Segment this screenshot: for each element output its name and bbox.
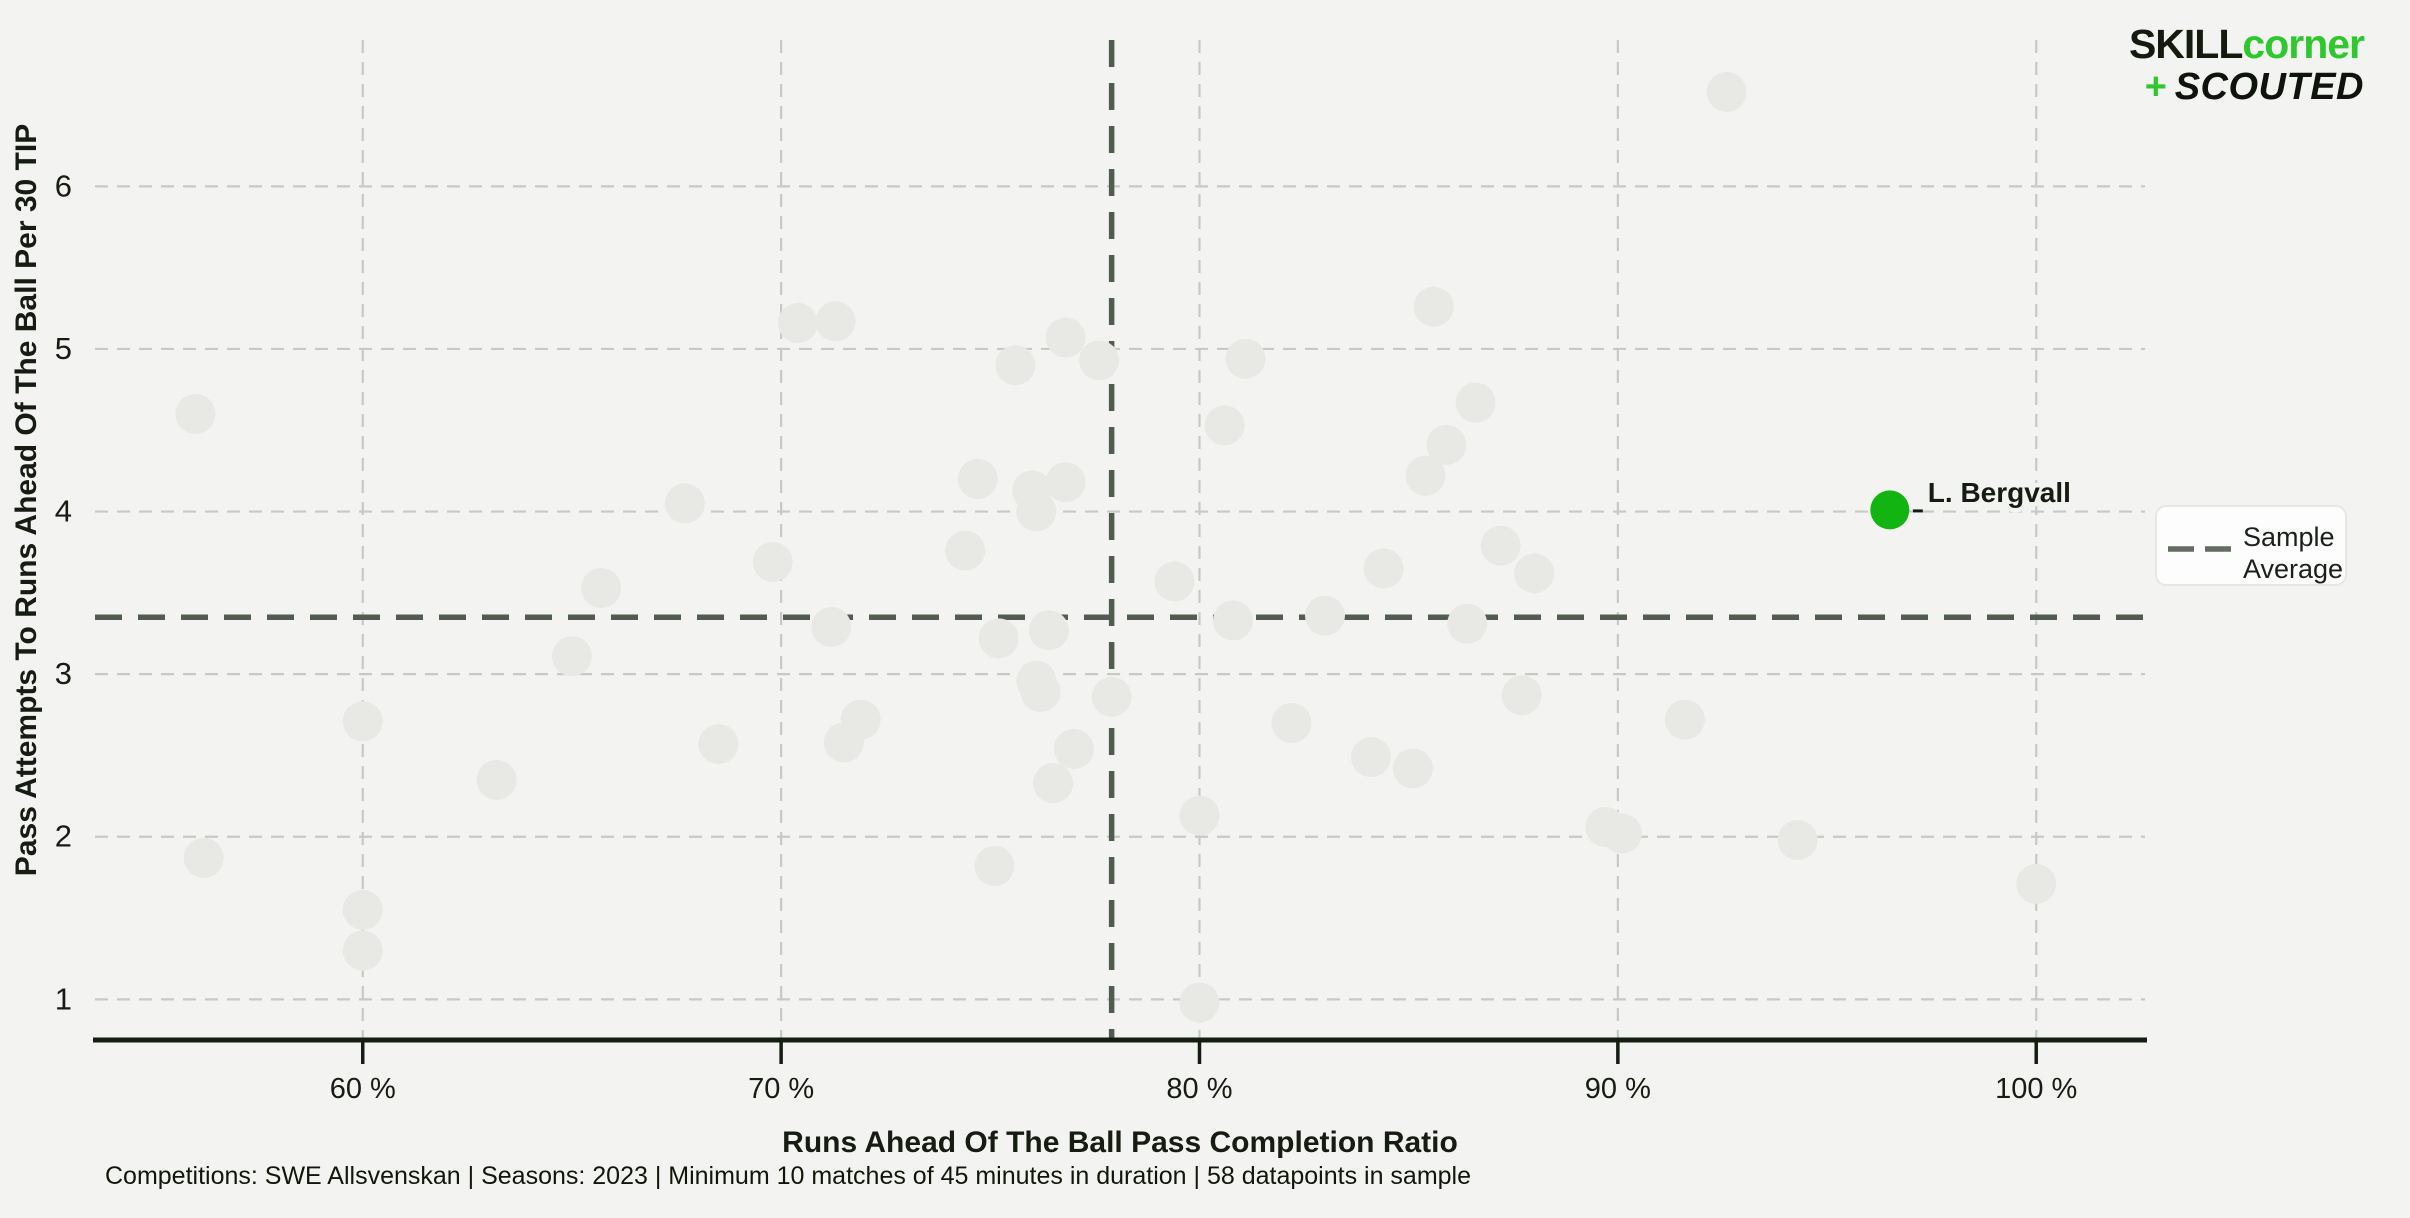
data-point (957, 459, 998, 500)
logo-skill-text: SKILL (2128, 21, 2243, 67)
data-point (1392, 748, 1433, 789)
skillcorner-scouted-logo: SKILLcorner + SCOUTED (2128, 21, 2365, 107)
data-point (664, 483, 705, 524)
data-point (974, 846, 1015, 887)
data-point (1271, 702, 1312, 743)
data-point (1413, 286, 1454, 327)
data-point (995, 345, 1036, 386)
data-point (978, 618, 1019, 659)
data-point (1204, 405, 1245, 446)
data-point (698, 724, 739, 765)
sample-average-lines-layer (95, 40, 2145, 1040)
y-tick-label: 3 (55, 656, 72, 691)
data-point (1501, 675, 1542, 716)
x-axis-title: Runs Ahead Of The Ball Pass Completion R… (782, 1126, 1458, 1159)
data-point (1091, 676, 1132, 717)
data-point (1154, 561, 1195, 602)
x-axis-layer: 60 % 70 % 80 % 90 % 100 % 1 2 3 4 5 6 (55, 168, 2147, 1105)
data-point (1514, 553, 1555, 594)
x-tick-label: 80 % (1166, 1073, 1232, 1105)
data-point (1405, 455, 1446, 496)
x-tick-label: 90 % (1585, 1073, 1651, 1105)
legend-label-line2: Average (2243, 554, 2343, 584)
data-point (1426, 424, 1467, 465)
y-tick-label: 6 (55, 168, 72, 203)
data-point (1045, 462, 1086, 503)
data-point (945, 530, 986, 571)
data-point (1225, 338, 1266, 379)
data-point (183, 837, 224, 878)
data-point (1045, 317, 1086, 358)
data-point (1016, 491, 1057, 532)
data-point (811, 606, 852, 647)
legend-label-line1: Sample (2243, 522, 2335, 552)
data-point (175, 393, 216, 434)
data-point (1179, 795, 1220, 836)
footer-note: Competitions: SWE Allsvenskan | Seasons:… (105, 1162, 1471, 1190)
data-point (342, 701, 383, 742)
highlighted-data-point (1870, 490, 1910, 530)
y-axis-title: Pass Attempts To Runs Ahead Of The Ball … (10, 124, 43, 876)
y-tick-label: 4 (55, 494, 72, 529)
data-point (1602, 813, 1643, 854)
x-tick-label: 100 % (1995, 1073, 2077, 1105)
data-point (342, 930, 383, 971)
data-point (1028, 610, 1069, 651)
data-points-layer (175, 72, 2057, 1023)
data-point (1664, 699, 1705, 740)
data-point (1305, 595, 1345, 636)
data-point (342, 889, 383, 930)
data-point (2016, 863, 2057, 904)
data-point (1212, 600, 1253, 641)
data-point (1455, 382, 1496, 423)
data-point (777, 302, 818, 343)
gridlines-layer (95, 40, 2145, 1040)
highlighted-point-label: L. Bergvall (1928, 477, 2071, 508)
data-point (476, 759, 517, 800)
data-point (581, 567, 622, 608)
data-point (1020, 672, 1061, 713)
highlighted-point-layer: L. Bergvall (1870, 472, 2075, 530)
data-point (1033, 763, 1074, 804)
legend-box (2155, 505, 2347, 586)
data-point (840, 699, 881, 740)
data-point (1179, 982, 1220, 1023)
data-point (1447, 603, 1488, 644)
x-tick-label: 70 % (748, 1073, 814, 1105)
y-tick-label: 5 (55, 331, 72, 366)
data-point (752, 541, 793, 582)
logo-plus-icon: + (2144, 66, 2167, 108)
data-point (1777, 820, 1818, 860)
data-point (1706, 72, 1747, 113)
logo-scouted: + SCOUTED (2129, 68, 2364, 106)
y-tick-label: 2 (55, 819, 72, 854)
data-point (815, 301, 856, 342)
logo-scouted-text: SCOUTED (2174, 66, 2364, 108)
data-point (1079, 340, 1120, 381)
logo-skillcorner: SKILLcorner (2128, 21, 2365, 67)
data-point (1351, 737, 1392, 778)
data-point (1480, 525, 1521, 566)
legend: Sample Average (2155, 505, 2347, 586)
y-tick-label: 1 (55, 981, 72, 1016)
data-point (551, 636, 592, 677)
data-point (1053, 728, 1094, 769)
x-tick-label: 60 % (330, 1073, 396, 1105)
logo-corner-text: corner (2242, 21, 2365, 67)
data-point (1363, 548, 1404, 589)
